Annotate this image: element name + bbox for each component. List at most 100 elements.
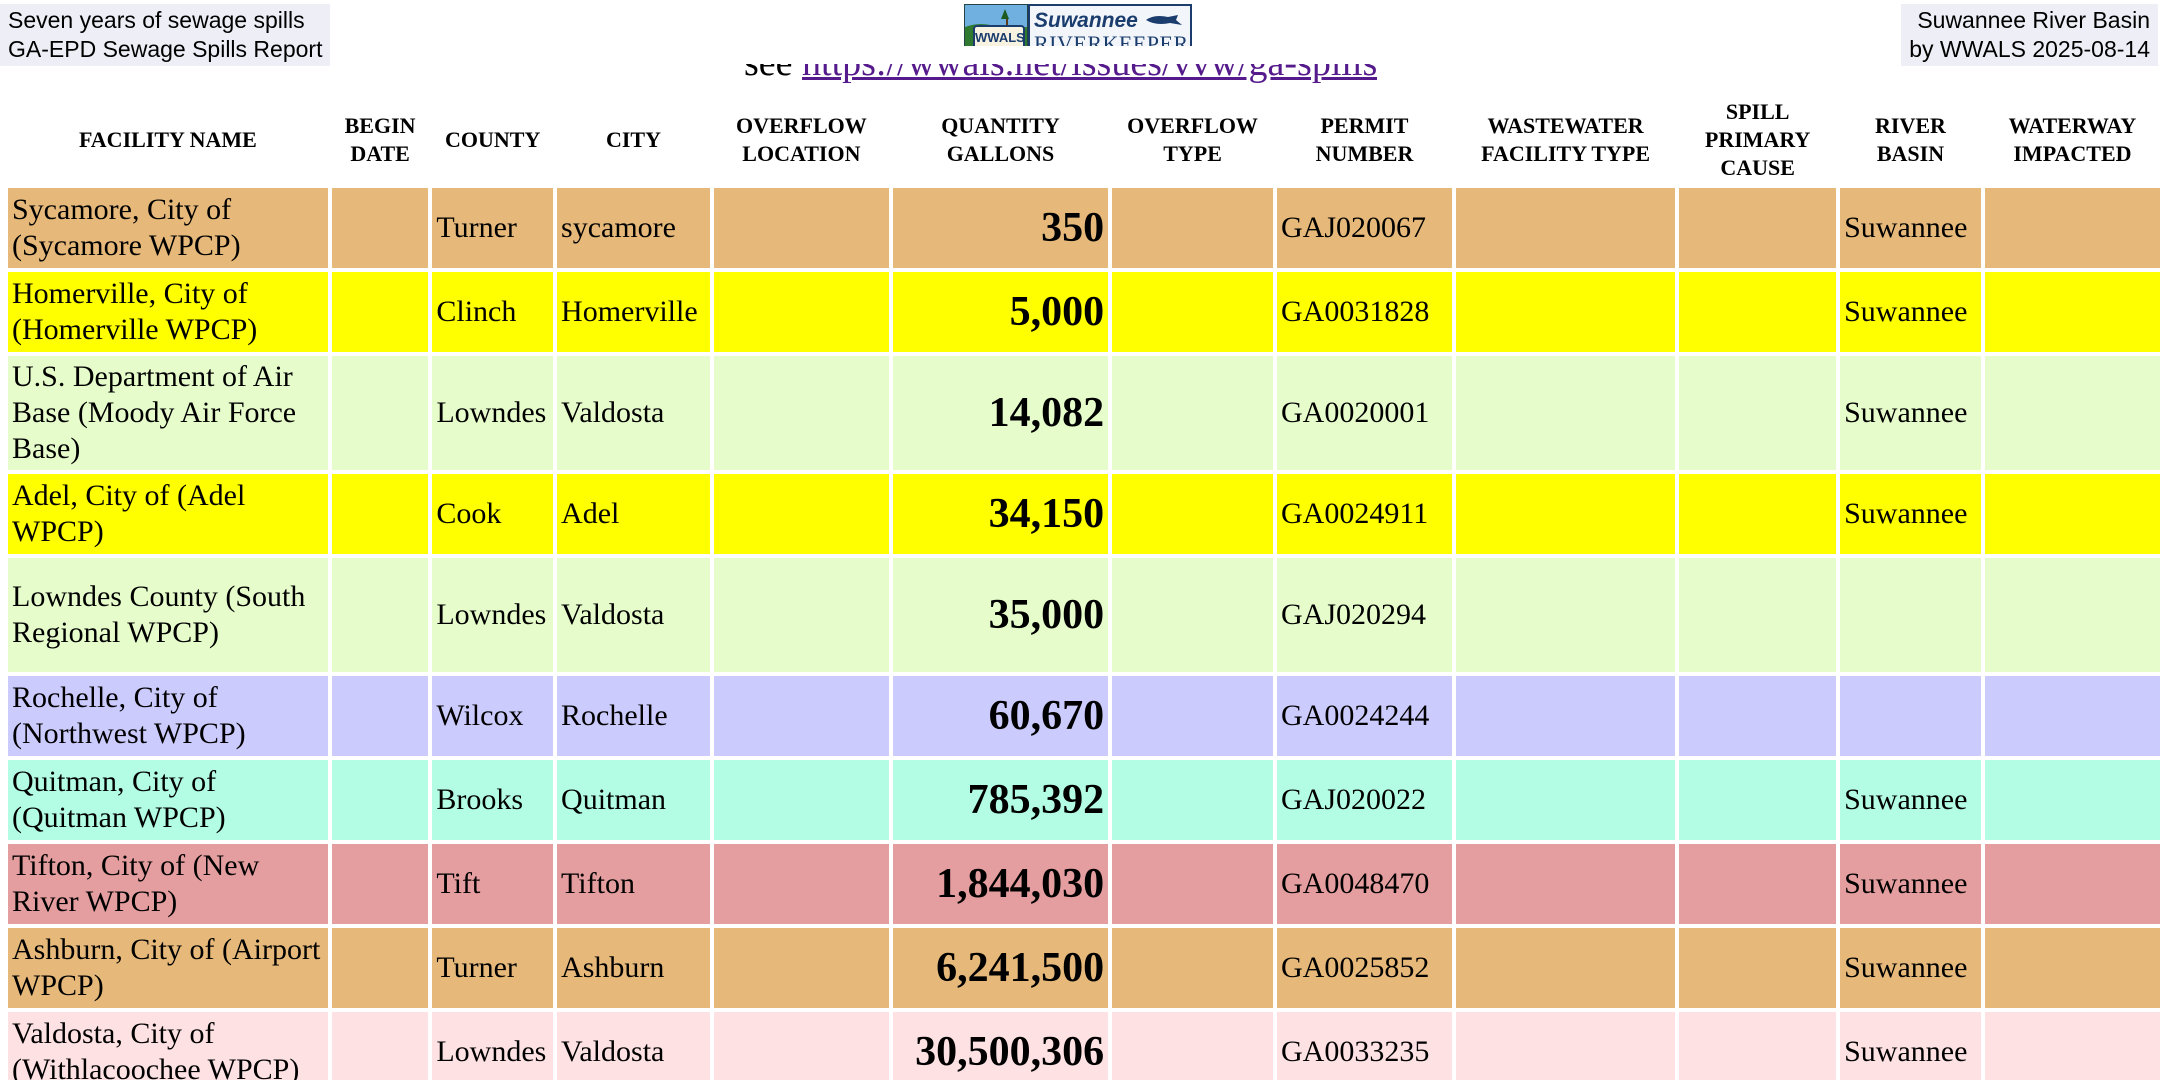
cell-begin-date xyxy=(331,676,429,756)
cell-cause xyxy=(1679,356,1837,470)
col-header-permit-number[interactable]: PERMIT NUMBER xyxy=(1277,96,1452,184)
cell-county: Brooks xyxy=(432,760,554,840)
cell-cause xyxy=(1679,1012,1837,1080)
cell-overflow-type xyxy=(1112,356,1273,470)
basin-info-box: Suwannee River Basin by WWALS 2025-08-14 xyxy=(1901,4,2158,66)
cell-facility: U.S. Department of Air Base (Moody Air F… xyxy=(8,356,328,470)
col-header-wastewater-facility-type[interactable]: WASTEWATER FACILITY TYPE xyxy=(1455,96,1676,184)
cell-facility-type xyxy=(1455,1012,1676,1080)
cell-county: Cook xyxy=(432,474,554,554)
cell-facility: Adel, City of (Adel WPCP) xyxy=(8,474,328,554)
cell-quantity: 350 xyxy=(892,188,1109,268)
cell-basin xyxy=(1840,558,1981,672)
col-header-river-basin[interactable]: RIVER BASIN xyxy=(1840,96,1981,184)
cell-basin: Suwannee xyxy=(1840,356,1981,470)
cell-cause xyxy=(1679,188,1837,268)
cell-basin: Suwannee xyxy=(1840,844,1981,924)
cell-facility: Lowndes County (South Regional WPCP) xyxy=(8,558,328,672)
cell-cause xyxy=(1679,760,1837,840)
table-row[interactable]: Tifton, City of (New River WPCP) Tift Tift… xyxy=(8,844,2160,924)
cell-basin: Suwannee xyxy=(1840,760,1981,840)
cell-begin-date xyxy=(331,844,429,924)
cell-basin: Suwannee xyxy=(1840,188,1981,268)
col-header-spill-primary-cause[interactable]: SPILL PRIMARY CAUSE xyxy=(1679,96,1837,184)
cell-waterway xyxy=(1984,676,2160,756)
cell-permit: GAJ020294 xyxy=(1277,558,1452,672)
cell-permit: GA0031828 xyxy=(1277,272,1452,352)
table-row[interactable]: Homerville, City of (Homerville WPCP) Cli… xyxy=(8,272,2160,352)
cell-overflow-location xyxy=(713,356,889,470)
cell-facility-type xyxy=(1455,558,1676,672)
col-header-waterway-impacted[interactable]: WATERWAY IMPACTED xyxy=(1984,96,2160,184)
cell-overflow-type xyxy=(1112,760,1273,840)
cell-county: Lowndes xyxy=(432,1012,554,1080)
cell-basin: Suwannee xyxy=(1840,272,1981,352)
cell-city: Valdosta xyxy=(557,1012,710,1080)
cell-county: Lowndes xyxy=(432,558,554,672)
cell-overflow-type xyxy=(1112,676,1273,756)
cell-overflow-type xyxy=(1112,188,1273,268)
cell-overflow-location xyxy=(713,676,889,756)
cell-facility: Ashburn, City of (Airport WPCP) xyxy=(8,928,328,1008)
cell-city: Homerville xyxy=(557,272,710,352)
cell-city: sycamore xyxy=(557,188,710,268)
cell-waterway xyxy=(1984,760,2160,840)
sturgeon-icon xyxy=(1145,15,1182,25)
cell-facility-type xyxy=(1455,760,1676,840)
cell-waterway xyxy=(1984,558,2160,672)
cell-county: Turner xyxy=(432,188,554,268)
table-row[interactable]: Lowndes County (South Regional WPCP) Lown… xyxy=(8,558,2160,672)
col-header-overflow-type[interactable]: OVERFLOW TYPE xyxy=(1112,96,1273,184)
cell-begin-date xyxy=(331,272,429,352)
cell-facility: Tifton, City of (New River WPCP) xyxy=(8,844,328,924)
cell-city: Tifton xyxy=(557,844,710,924)
cell-permit: GAJ020067 xyxy=(1277,188,1452,268)
report-title: Seven years of sewage spills xyxy=(8,7,305,33)
cell-begin-date xyxy=(331,760,429,840)
table-row[interactable]: U.S. Department of Air Base (Moody Air F… xyxy=(8,356,2160,470)
cell-facility-type xyxy=(1455,188,1676,268)
cell-waterway xyxy=(1984,188,2160,268)
cell-cause xyxy=(1679,272,1837,352)
cell-facility-type xyxy=(1455,474,1676,554)
cell-overflow-location xyxy=(713,558,889,672)
cell-city: Adel xyxy=(557,474,710,554)
cell-waterway xyxy=(1984,272,2160,352)
cell-city: Rochelle xyxy=(557,676,710,756)
cell-cause xyxy=(1679,844,1837,924)
cell-begin-date xyxy=(331,928,429,1008)
col-header-quantity-gallons[interactable]: QUANTITY GALLONS xyxy=(892,96,1109,184)
col-header-begin-date[interactable]: BEGIN DATE xyxy=(331,96,429,184)
table-row[interactable]: Valdosta, City of (Withlacoochee WPCP) Lo… xyxy=(8,1012,2160,1080)
table-row[interactable]: Adel, City of (Adel WPCP) Cook Adel 34,150 G… xyxy=(8,474,2160,554)
cell-city: Quitman xyxy=(557,760,710,840)
col-header-county[interactable]: COUNTY xyxy=(432,96,554,184)
cell-overflow-location xyxy=(713,272,889,352)
cell-cause xyxy=(1679,676,1837,756)
cell-overflow-type xyxy=(1112,474,1273,554)
table-row[interactable]: Rochelle, City of (Northwest WPCP) Wilcox… xyxy=(8,676,2160,756)
report-title-box: Seven years of sewage spills GA-EPD Sewa… xyxy=(0,4,331,66)
cell-overflow-location xyxy=(713,1012,889,1080)
cell-overflow-location xyxy=(713,474,889,554)
cell-city: Ashburn xyxy=(557,928,710,1008)
cell-facility-type xyxy=(1455,844,1676,924)
cell-county: Wilcox xyxy=(432,676,554,756)
cell-facility-type xyxy=(1455,356,1676,470)
table-row[interactable]: Sycamore, City of (Sycamore WPCP) Turner s… xyxy=(8,188,2160,268)
cell-city: Valdosta xyxy=(557,558,710,672)
cell-overflow-type xyxy=(1112,1012,1273,1080)
col-header-overflow-location[interactable]: OVERFLOW LOCATION xyxy=(713,96,889,184)
cell-quantity: 5,000 xyxy=(892,272,1109,352)
cell-begin-date xyxy=(331,188,429,268)
cell-county: Turner xyxy=(432,928,554,1008)
col-header-city[interactable]: CITY xyxy=(557,96,710,184)
cell-overflow-type xyxy=(1112,928,1273,1008)
cell-overflow-type xyxy=(1112,558,1273,672)
cell-facility-type xyxy=(1455,928,1676,1008)
cell-permit: GA0024244 xyxy=(1277,676,1452,756)
table-row[interactable]: Quitman, City of (Quitman WPCP) Brooks Qui… xyxy=(8,760,2160,840)
cell-begin-date xyxy=(331,356,429,470)
table-row[interactable]: Ashburn, City of (Airport WPCP) Turner Ash… xyxy=(8,928,2160,1008)
col-header-facility-name[interactable]: FACILITY NAME xyxy=(8,96,328,184)
